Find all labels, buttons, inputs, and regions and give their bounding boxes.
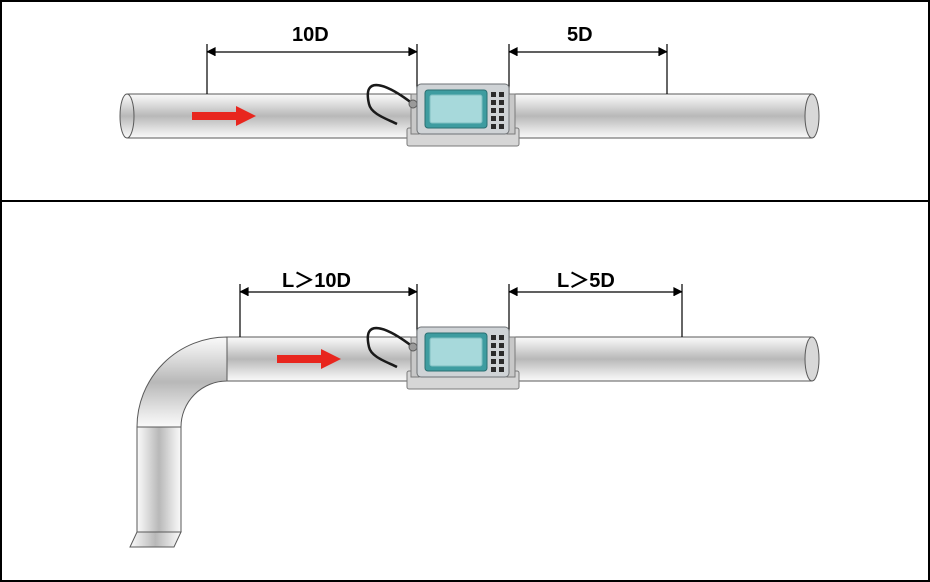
- label-downstream: 5D: [567, 24, 593, 47]
- label-downstream-elbow: L＞5D: [557, 264, 615, 293]
- label-upstream: 10D: [292, 24, 329, 47]
- panel-straight-pipe: 10D 5D: [2, 2, 928, 202]
- dimension-downstream: [509, 44, 667, 94]
- diagram-container: 10D 5D: [0, 0, 930, 582]
- bottom-svg: [2, 202, 930, 580]
- top-svg: [2, 2, 930, 202]
- panel-elbow-pipe: L＞10D L＞5D: [2, 202, 928, 580]
- label-upstream-elbow: L＞10D: [282, 264, 351, 293]
